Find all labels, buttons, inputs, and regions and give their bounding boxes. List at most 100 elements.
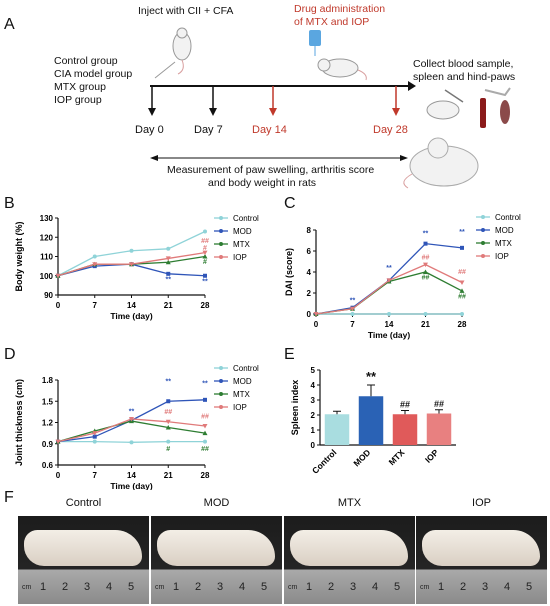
ruler-number: 1 bbox=[40, 581, 47, 593]
panel-letter-a: A bbox=[4, 16, 15, 33]
significance-label: ** bbox=[366, 369, 377, 384]
significance-label: ** bbox=[386, 265, 392, 272]
paw-image bbox=[290, 530, 408, 566]
marker-mod bbox=[166, 271, 171, 276]
legend-marker bbox=[481, 215, 485, 219]
x-axis-label: Time (day) bbox=[110, 481, 153, 490]
ruler-number: 5 bbox=[261, 581, 268, 593]
bar-mod bbox=[358, 396, 384, 445]
y-tick-label: 0 bbox=[307, 310, 312, 319]
significance-label: ** bbox=[423, 230, 429, 237]
rat-icon-large bbox=[403, 137, 479, 189]
legend-label-mtx: MTX bbox=[233, 240, 251, 249]
paw-photo-control: cm 1 2 3 4 5 bbox=[18, 516, 149, 604]
ruler-unit: cm bbox=[288, 584, 298, 591]
marker-iop bbox=[313, 312, 319, 317]
x-tick-label: 28 bbox=[201, 471, 210, 480]
legend-marker bbox=[219, 229, 223, 233]
day-0-label: Day 0 bbox=[135, 124, 164, 136]
bar-control bbox=[324, 414, 350, 445]
syringe-icon bbox=[154, 61, 176, 79]
y-axis-label: Body weight (%) bbox=[14, 222, 24, 292]
significance-label: ## bbox=[422, 274, 430, 281]
marker-iop bbox=[55, 439, 61, 445]
significance-label: ** bbox=[202, 278, 208, 285]
ruler-number: 5 bbox=[128, 581, 135, 593]
legend-marker bbox=[219, 392, 223, 396]
y-tick-label: 0 bbox=[311, 441, 316, 450]
y-tick-label: 90 bbox=[44, 291, 53, 300]
photo-caption-mod: MOD bbox=[203, 497, 230, 509]
marker-iop bbox=[423, 262, 428, 268]
marker-iop bbox=[350, 306, 355, 312]
marker-control bbox=[203, 439, 207, 444]
iv-bag-icon bbox=[309, 30, 321, 56]
legend-marker bbox=[481, 241, 485, 245]
x-tick-label: 21 bbox=[164, 471, 173, 480]
significance-label: ** bbox=[166, 379, 172, 386]
chart-spleen-index: 0 1 2 3 4 5 Spleen index Control MOD MTX IOP ** ## ## bbox=[290, 366, 456, 476]
photo-caption-mtx: MTX bbox=[337, 497, 362, 509]
ruler-number: 4 bbox=[372, 581, 379, 593]
ruler-number: 1 bbox=[438, 581, 445, 593]
legend-marker bbox=[481, 228, 485, 232]
ruler-number: 5 bbox=[526, 581, 533, 593]
y-tick-label: 100 bbox=[40, 272, 54, 281]
measurement-label-2: and body weight in rats bbox=[208, 177, 316, 189]
marker-mod bbox=[203, 273, 207, 278]
panel-letter-f: F bbox=[4, 489, 14, 506]
x-tick-label: IOP bbox=[423, 447, 441, 465]
ruler-image: cm 1 2 3 4 5 bbox=[18, 569, 149, 604]
marker-mtx bbox=[202, 430, 208, 436]
group-control: Control group bbox=[54, 55, 118, 67]
measurement-label-1: Measurement of paw swelling, arthritis s… bbox=[167, 164, 375, 176]
ruler-number: 4 bbox=[106, 581, 113, 593]
day-14-label: Day 14 bbox=[252, 124, 287, 136]
ruler-number: 3 bbox=[84, 581, 91, 593]
x-tick-label: MOD bbox=[351, 447, 372, 468]
rat-icon-2 bbox=[317, 58, 367, 81]
legend-marker bbox=[219, 216, 223, 220]
ruler-unit: cm bbox=[155, 584, 165, 591]
significance-label: ## bbox=[400, 400, 410, 410]
marker-mtx bbox=[459, 288, 465, 293]
ruler-number: 2 bbox=[62, 581, 69, 593]
x-tick-label: 28 bbox=[201, 301, 210, 310]
x-tick-label: 28 bbox=[458, 320, 467, 329]
significance-label: ## bbox=[201, 446, 209, 453]
legend-label-mod: MOD bbox=[233, 377, 252, 386]
timeline-graphic bbox=[148, 27, 511, 189]
marker-mtx bbox=[165, 259, 171, 265]
panel-letter-c: C bbox=[284, 195, 296, 212]
significance-label: ## bbox=[164, 409, 172, 416]
legend-marker bbox=[219, 405, 223, 409]
y-tick-label: 130 bbox=[40, 214, 54, 223]
day-arrows bbox=[148, 86, 400, 116]
marker-iop bbox=[202, 250, 208, 256]
marker-iop bbox=[92, 262, 98, 267]
marker-iop bbox=[202, 424, 208, 429]
legend-label-mod: MOD bbox=[495, 226, 514, 235]
ruler-number: 4 bbox=[239, 581, 246, 593]
legend-label-mtx: MTX bbox=[495, 239, 513, 248]
ruler-number: 1 bbox=[306, 581, 313, 593]
chart-joint-thickness: 0 7 14 21 28 0.6 0.9 1.2 1.5 1.8 Time (day) Joint t… bbox=[14, 364, 259, 490]
x-tick-label: 7 bbox=[350, 320, 355, 329]
y-tick-label: 5 bbox=[311, 366, 316, 375]
significance-label: ** bbox=[129, 408, 135, 415]
significance-label: ** bbox=[166, 277, 172, 284]
ruler-image: cm 1 2 3 4 5 bbox=[284, 569, 415, 604]
y-tick-label: 4 bbox=[311, 381, 316, 390]
day-7-label: Day 7 bbox=[194, 124, 223, 136]
marker-iop bbox=[55, 273, 61, 279]
legend-marker bbox=[219, 255, 223, 259]
y-tick-label: 1.5 bbox=[42, 397, 54, 406]
paw-photo-mod: cm 1 2 3 4 5 bbox=[151, 516, 282, 604]
x-tick-label: 21 bbox=[164, 301, 173, 310]
legend-marker bbox=[219, 242, 223, 246]
panel-letter-b: B bbox=[4, 195, 15, 212]
legend-marker bbox=[219, 379, 223, 383]
marker-mtx bbox=[423, 269, 428, 274]
y-tick-label: 2 bbox=[311, 411, 316, 420]
x-tick-label: 7 bbox=[93, 471, 98, 480]
